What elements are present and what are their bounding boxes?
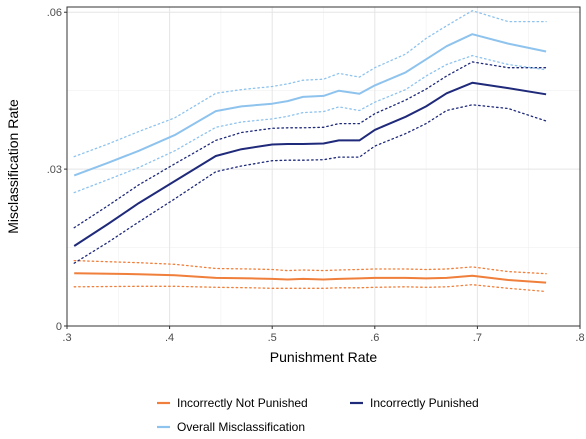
x-tick-label: .4 bbox=[165, 332, 174, 344]
legend-label-1: Incorrectly Not Punished bbox=[177, 396, 308, 410]
x-axis-title: Punishment Rate bbox=[270, 349, 378, 365]
series-2-upper-bound bbox=[73, 61, 547, 229]
series-1-lower-bound bbox=[73, 284, 547, 293]
series-1-line bbox=[74, 272, 547, 284]
x-axis-ticks: .3 .4 .5 .6 .7 .8 bbox=[62, 326, 585, 344]
y-axis-ticks: 0 .03 .06 bbox=[47, 7, 67, 333]
y-tick-label: 0 bbox=[56, 321, 62, 333]
legend: Incorrectly Not Punished Incorrectly Puni… bbox=[157, 396, 479, 434]
x-tick-label: .8 bbox=[575, 332, 584, 344]
plot-border bbox=[66, 6, 581, 327]
y-tick-label: .06 bbox=[47, 7, 62, 19]
legend-label-2: Incorrectly Punished bbox=[370, 396, 479, 410]
x-tick-label: .6 bbox=[370, 332, 379, 344]
series-1-upper-bound bbox=[73, 259, 547, 275]
x-tick-label: .3 bbox=[62, 332, 71, 344]
series-3-upper-bound bbox=[73, 9, 547, 158]
y-axis-title: Misclassification Rate bbox=[5, 99, 21, 234]
series-3-line bbox=[73, 33, 547, 177]
legend-label-3: Overall Misclassification bbox=[177, 420, 305, 434]
series-lines bbox=[73, 33, 547, 284]
x-tick-label: .5 bbox=[268, 332, 277, 344]
series-2-line bbox=[73, 81, 547, 247]
series-3-lower-bound bbox=[73, 54, 547, 194]
x-tick-label: .7 bbox=[473, 332, 482, 344]
y-tick-label: .03 bbox=[47, 164, 62, 176]
confidence-bands bbox=[73, 9, 547, 293]
